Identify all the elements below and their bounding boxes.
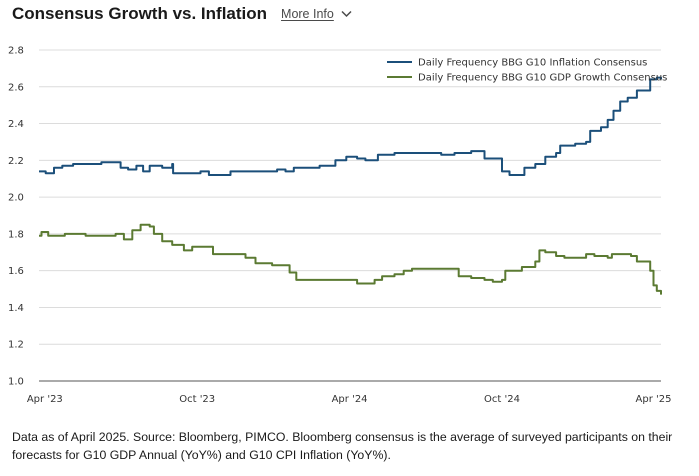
y-tick-label: 1.2 xyxy=(8,340,24,351)
chevron-down-icon xyxy=(341,10,352,18)
series-line-inflation xyxy=(39,76,662,176)
legend-label: Daily Frequency BBG G10 GDP Growth Conse… xyxy=(418,73,667,84)
x-tick-label: Apr '25 xyxy=(636,394,672,405)
footnote: Data as of April 2025. Source: Bloomberg… xyxy=(12,430,673,462)
chart-title: Consensus Growth vs. Inflation xyxy=(12,4,268,23)
x-axis-ticks: Apr '23 Oct '23 Apr '24 Oct '24 Apr '25 xyxy=(27,394,672,405)
series-line-gdp-growth xyxy=(39,223,662,295)
y-tick-label: 2.2 xyxy=(8,156,24,167)
y-tick-label: 2.0 xyxy=(8,193,24,204)
y-tick-label: 2.6 xyxy=(8,82,24,93)
y-tick-label: 2.4 xyxy=(8,119,24,130)
x-tick-label: Apr '23 xyxy=(27,394,63,405)
grid-lines xyxy=(39,49,661,382)
more-info-label: More Info xyxy=(281,7,334,21)
x-tick-label: Oct '23 xyxy=(179,394,215,405)
y-tick-label: 2.8 xyxy=(8,46,24,57)
y-tick-label: 1.4 xyxy=(8,303,24,314)
y-tick-label: 1.8 xyxy=(8,229,24,240)
x-tick-label: Apr '24 xyxy=(332,394,368,405)
legend: Daily Frequency BBG G10 Inflation Consen… xyxy=(387,58,667,84)
y-tick-label: 1.0 xyxy=(8,377,24,388)
y-tick-label: 1.6 xyxy=(8,266,24,277)
series-lines xyxy=(39,76,662,295)
chart-header: Consensus Growth vs. Inflation More Info xyxy=(12,2,352,26)
legend-label: Daily Frequency BBG G10 Inflation Consen… xyxy=(418,58,647,69)
line-chart: 1.0 1.2 1.4 1.6 1.8 2.0 2.2 2.4 2.6 2.8 Apr '23 Oc… xyxy=(8,46,672,406)
more-info-link[interactable]: More Info xyxy=(281,7,352,21)
x-tick-label: Oct '24 xyxy=(484,394,520,405)
y-axis-ticks: 1.0 1.2 1.4 1.6 1.8 2.0 2.2 2.4 2.6 2.8 xyxy=(8,46,24,388)
